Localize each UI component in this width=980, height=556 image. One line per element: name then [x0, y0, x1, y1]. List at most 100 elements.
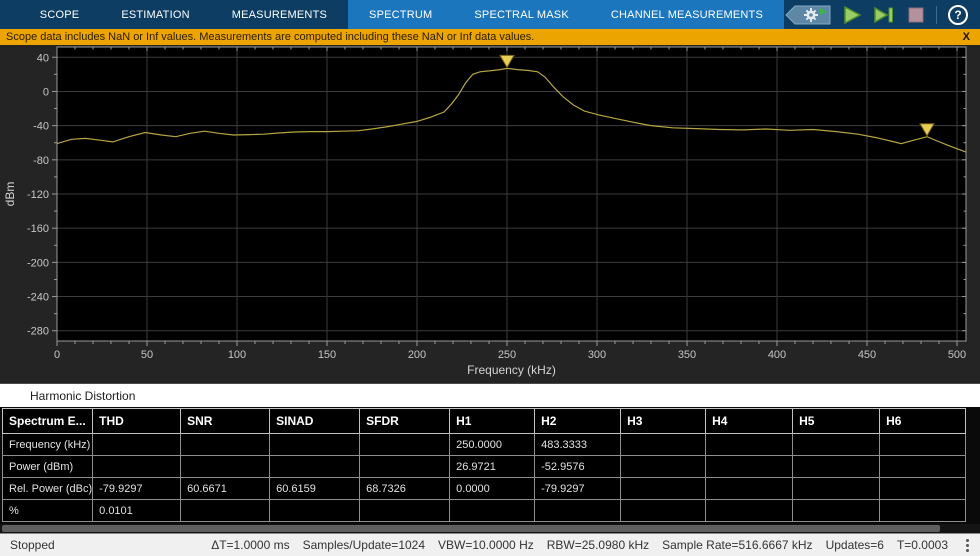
column-header-h4: H4: [705, 408, 794, 434]
svg-text:-80: -80: [33, 155, 49, 167]
step-settings-button[interactable]: [784, 3, 832, 27]
svg-text:100: 100: [228, 349, 246, 361]
harmonic-distortion-table: Spectrum E... THD SNR SINAD SFDR H1 H2 H3 H4 H5 H6…: [1, 408, 967, 522]
table-cell: -52.9576: [534, 455, 622, 478]
svg-text:0: 0: [54, 349, 60, 361]
svg-text:-120: -120: [27, 189, 49, 201]
table-row: Rel. Power (dBc) -79.9297 60.6671 60.6159 68…: [1, 477, 967, 500]
table-cell: [359, 433, 451, 456]
svg-text:500: 500: [948, 349, 966, 361]
status-bar: Stopped ΔT=1.0000 ms Samples/Update=1024 V…: [0, 533, 980, 556]
overflow-menu-icon[interactable]: [954, 538, 980, 552]
svg-text:-280: -280: [27, 326, 49, 338]
row-label: Power (dBm): [1, 455, 94, 478]
svg-text:400: 400: [768, 349, 786, 361]
status-metric: Updates=6: [825, 538, 884, 552]
column-header-h6: H6: [879, 408, 967, 434]
row-label: %: [1, 499, 94, 522]
table-cell: [269, 433, 361, 456]
tab-scope[interactable]: SCOPE: [39, 8, 80, 21]
run-icon: [844, 5, 862, 24]
stop-button[interactable]: [905, 3, 927, 27]
tab-channel-measurements[interactable]: CHANNEL MEASUREMENTS: [589, 0, 784, 29]
tab-spectral-mask[interactable]: SPECTRAL MASK: [453, 0, 590, 29]
step-forward-button[interactable]: [872, 3, 896, 27]
table-cell: 0.0101: [92, 499, 182, 522]
banner-close-button[interactable]: X: [962, 31, 970, 43]
svg-text:40: 40: [37, 52, 49, 64]
status-state: Stopped: [10, 538, 55, 552]
row-label: Frequency (kHz): [1, 433, 94, 456]
table-cell: [92, 433, 182, 456]
tab-spectrum[interactable]: SPECTRUM: [348, 0, 454, 29]
table-cell: [620, 455, 707, 478]
stop-icon: [908, 7, 924, 22]
status-metric: T=0.0003: [896, 538, 948, 552]
table-row: % 0.0101: [1, 499, 967, 522]
table-cell: 26.9721: [449, 455, 536, 478]
table-cell: [620, 433, 707, 456]
status-metric: Samples/Update=1024: [302, 538, 426, 552]
peak-marker-h2[interactable]: [919, 123, 935, 137]
harmonic-table-container: Spectrum E... THD SNR SINAD SFDR H1 H2 H3 H4 H5 H6…: [0, 407, 980, 524]
svg-text:0: 0: [43, 86, 49, 98]
warning-banner: Scope data includes NaN or Inf values. M…: [0, 29, 980, 45]
table-cell: [180, 455, 271, 478]
svg-text:450: 450: [858, 349, 876, 361]
row-label: Rel. Power (dBc): [1, 477, 94, 500]
svg-text:250: 250: [498, 349, 516, 361]
table-cell: [792, 499, 881, 522]
table-cell: [534, 499, 622, 522]
svg-text:-160: -160: [27, 223, 49, 235]
x-axis-label: Frequency (kHz): [467, 363, 556, 377]
table-cell: [269, 499, 361, 522]
table-cell: [180, 499, 271, 522]
scope-toolbar: ?: [784, 0, 980, 29]
status-metric: RBW=25.0980 kHz: [546, 538, 650, 552]
table-cell: -79.9297: [92, 477, 182, 500]
svg-text:200: 200: [408, 349, 426, 361]
table-cell: [359, 455, 451, 478]
step-settings-icon: [785, 5, 831, 24]
help-button[interactable]: ?: [946, 3, 970, 27]
status-metric: VBW=10.0000 Hz: [438, 538, 534, 552]
tab-measurements[interactable]: MEASUREMENTS: [231, 8, 328, 21]
svg-text:-200: -200: [27, 257, 49, 269]
column-header-h1: H1: [449, 408, 536, 434]
column-header-h5: H5: [792, 408, 881, 434]
help-icon: ?: [948, 4, 968, 25]
axes-box: [56, 46, 967, 342]
grid-lines: [57, 47, 966, 341]
tab-estimation[interactable]: ESTIMATION: [121, 8, 190, 21]
table-cell: [792, 477, 881, 500]
table-cell: 0.0000: [449, 477, 536, 500]
run-button[interactable]: [841, 3, 863, 27]
y-axis-label: dBm: [3, 182, 17, 207]
table-cell: -79.9297: [534, 477, 622, 500]
toolstrip-tabbar: SCOPE ESTIMATION MEASUREMENTS SPECTRUM SPECT…: [0, 0, 980, 29]
table-cell: 60.6671: [180, 477, 271, 500]
column-header-sfdr: SFDR: [359, 408, 451, 434]
measurement-panel-header: Harmonic Distortion: [0, 383, 980, 407]
column-header-h3: H3: [620, 408, 707, 434]
table-cell: [879, 477, 967, 500]
table-cell: [269, 455, 361, 478]
scrollbar-thumb[interactable]: [2, 525, 940, 532]
status-metric: ΔT=1.0000 ms: [211, 538, 290, 552]
column-header-sinad: SINAD: [269, 408, 361, 434]
table-cell: 483.3333: [534, 433, 622, 456]
svg-text:300: 300: [588, 349, 606, 361]
svg-text:50: 50: [141, 349, 153, 361]
horizontal-scrollbar[interactable]: [0, 524, 980, 533]
table-cell: 250.0000: [449, 433, 536, 456]
status-metrics: ΔT=1.0000 ms Samples/Update=1024 VBW=10.00…: [211, 538, 948, 552]
spectrum-trace: [56, 67, 967, 153]
table-cell: [879, 499, 967, 522]
table-cell: [705, 499, 794, 522]
peak-marker-h1[interactable]: [499, 54, 515, 69]
table-cell: [620, 477, 707, 500]
warning-text: Scope data includes NaN or Inf values. M…: [6, 31, 535, 43]
spectrum-plot-panel: 0 50 100 150 200 250 300 350 400 450 500 40 0 -40 -80-…: [0, 45, 980, 383]
svg-text:150: 150: [318, 349, 336, 361]
spectrum-chart[interactable]: 0 50 100 150 200 250 300 350 400 450 500400-40-80-…: [0, 45, 980, 383]
